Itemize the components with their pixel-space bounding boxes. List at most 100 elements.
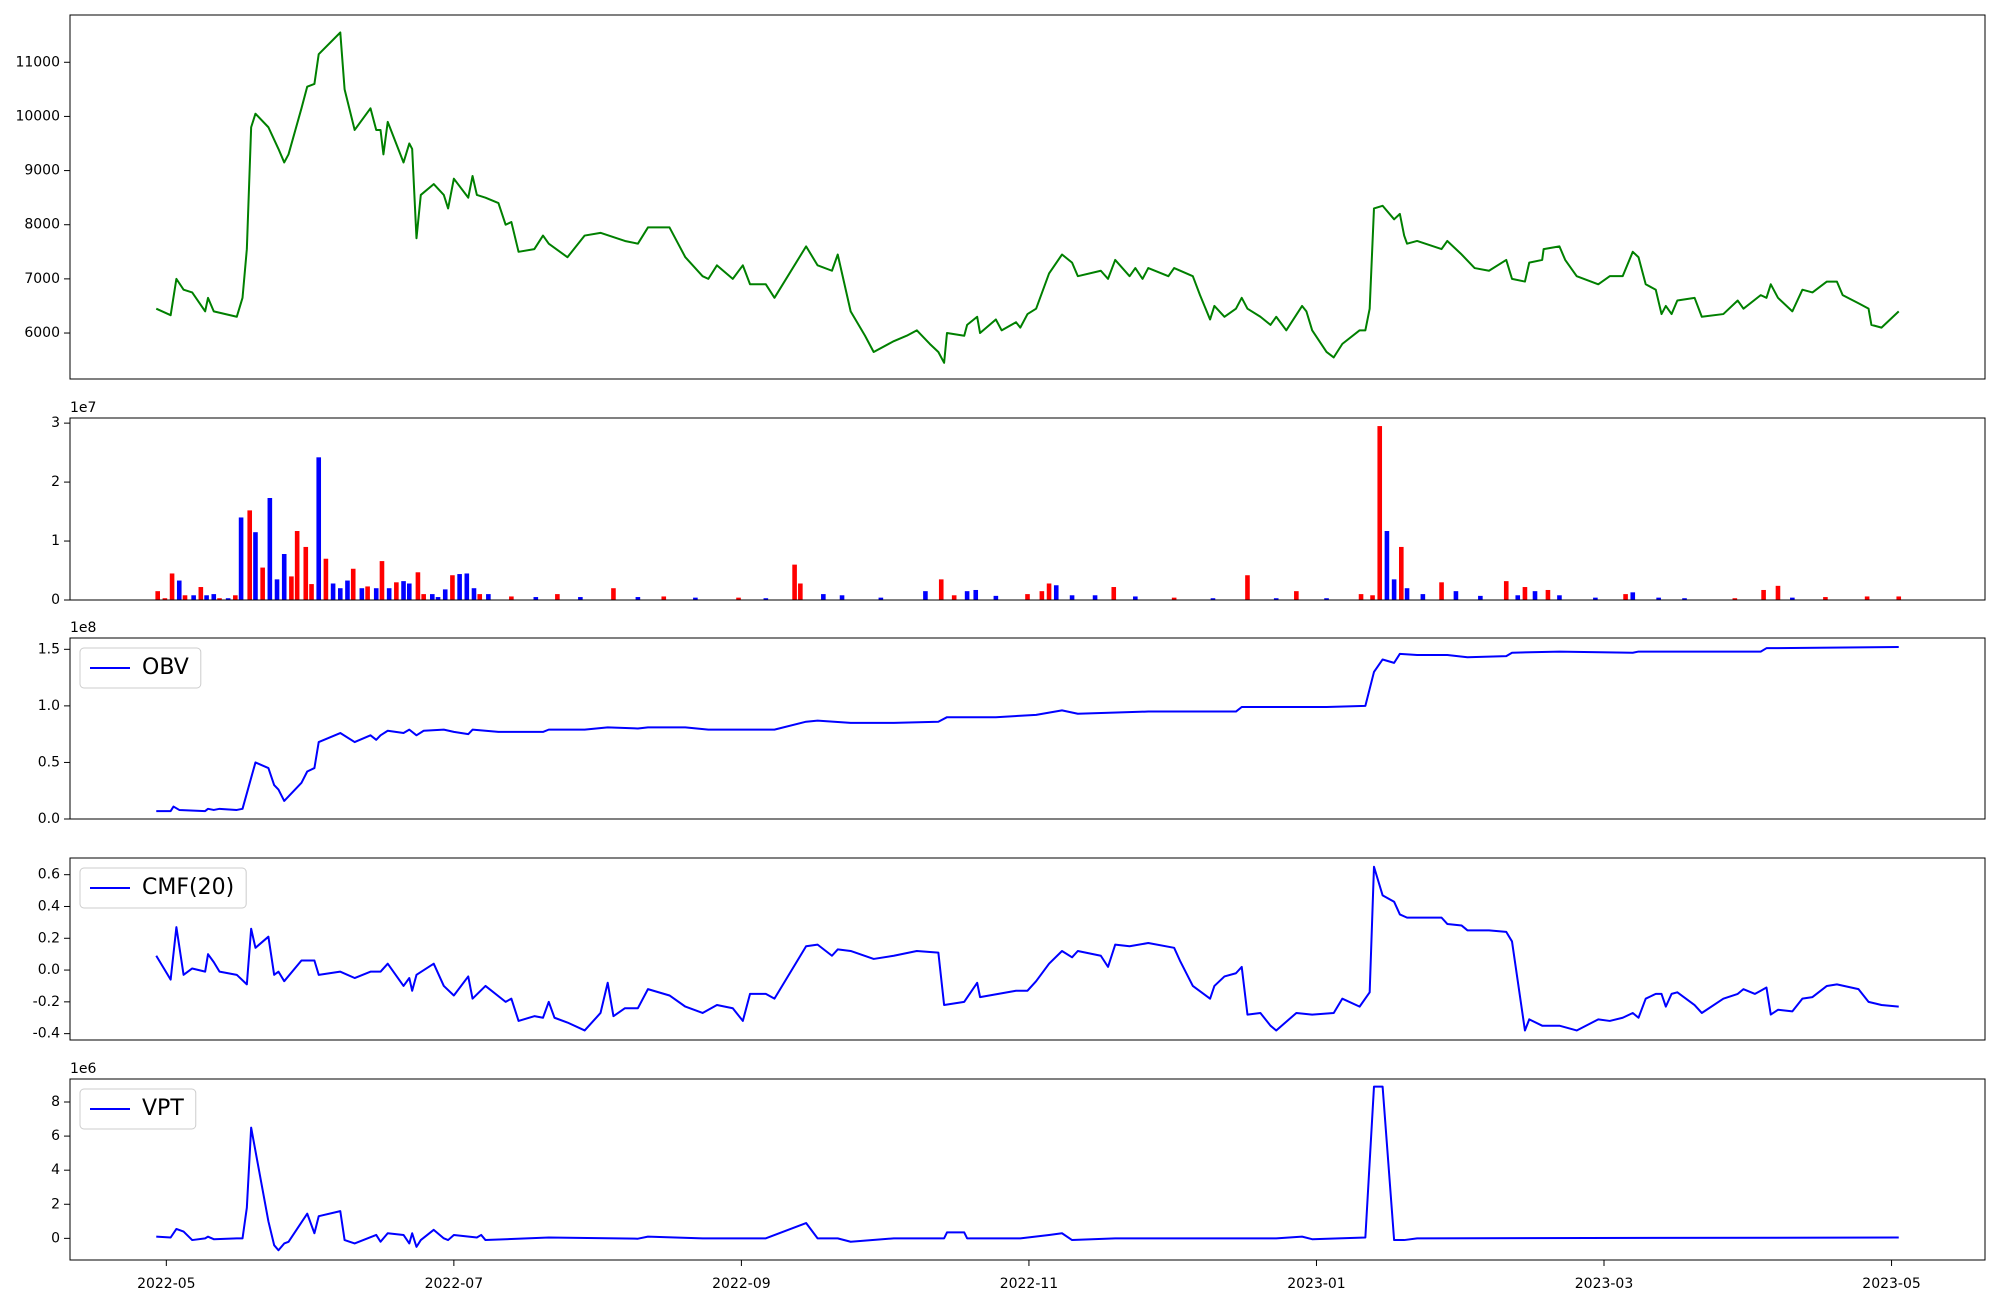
volume-bar <box>1532 591 1538 600</box>
legend-box <box>79 1088 197 1130</box>
volume-bar <box>964 591 970 600</box>
volume-bar <box>169 573 175 600</box>
volume-bar <box>162 598 168 600</box>
volume-bar <box>821 594 826 600</box>
y-tick-label: 1 <box>51 533 60 549</box>
volume-bar <box>323 558 329 600</box>
line-series <box>155 31 1900 364</box>
y-tick-label: 10000 <box>15 108 60 124</box>
volume-bar <box>1404 588 1410 600</box>
volume-bar <box>247 510 253 600</box>
volume-bar <box>337 588 343 600</box>
volume-bar <box>1453 591 1459 600</box>
volume-bar <box>1398 546 1404 600</box>
volume-bar <box>1053 585 1059 600</box>
legend: CMF(20) <box>79 867 247 909</box>
volume-bar <box>309 584 314 600</box>
volume-bar <box>316 457 322 600</box>
volume-bar <box>274 579 280 600</box>
y-tick-label: 0 <box>51 1230 60 1246</box>
volume-bar <box>1420 594 1426 600</box>
axes-frame <box>69 1078 1986 1261</box>
volume-bar <box>233 595 238 600</box>
volume-bar <box>429 594 435 600</box>
y-tick-label: -0.4 <box>33 1026 60 1042</box>
volume-bar <box>578 597 583 600</box>
volume-bar <box>464 573 470 600</box>
volume-bar <box>611 588 616 600</box>
volume-bar <box>450 575 455 600</box>
y-tick-label: 0.0 <box>38 811 60 827</box>
volume-bar <box>386 588 392 600</box>
volume-bar <box>1823 597 1828 600</box>
volume-bar <box>345 580 350 600</box>
volume-bar <box>1732 598 1738 600</box>
volume-bar <box>1391 579 1397 600</box>
volume-bar <box>1557 595 1562 600</box>
volume-bar <box>1370 595 1375 600</box>
y-tick-label: 0.0 <box>38 962 60 978</box>
y-tick-label: 0.5 <box>38 754 60 770</box>
volume-bar <box>1593 597 1598 600</box>
volume-bar <box>661 596 667 600</box>
y-tick-label: 2 <box>51 1196 60 1212</box>
volume-bar <box>359 588 365 600</box>
volume-bar <box>211 594 217 600</box>
volume-bar <box>225 598 231 600</box>
volume-bar <box>736 597 741 600</box>
y-tick-label: 8 <box>51 1094 60 1110</box>
x-tick-label: 2023-01 <box>1287 1276 1346 1292</box>
volume-bar <box>923 591 928 600</box>
legend: VPT <box>79 1088 197 1130</box>
volume-bar <box>763 598 769 600</box>
volume-bar <box>1294 591 1299 600</box>
volume-bar <box>457 574 462 600</box>
volume-bar <box>365 586 370 600</box>
y-tick-label: 9000 <box>24 163 60 179</box>
volume-bar <box>1384 531 1390 600</box>
y-tick-label: 0.2 <box>38 930 60 946</box>
offset-text: 1e8 <box>70 620 96 636</box>
volume-bar <box>1046 583 1052 600</box>
x-tick-label: 2023-03 <box>1575 1276 1634 1292</box>
x-tick-label: 2022-05 <box>137 1276 196 1292</box>
volume-bar <box>1245 575 1250 600</box>
volume-bar <box>486 594 491 600</box>
volume-bar <box>1324 598 1329 600</box>
axes-frame <box>69 14 1986 380</box>
volume-bar <box>217 598 222 600</box>
volume-bar <box>373 588 379 600</box>
axes-frame <box>69 857 1986 1041</box>
volume-bar <box>477 594 483 600</box>
y-tick-label: 11000 <box>15 54 60 70</box>
volume-bar <box>289 576 294 600</box>
offset-text: 1e6 <box>70 1061 97 1077</box>
volume-bar <box>1515 595 1521 600</box>
volume-bar <box>260 567 265 600</box>
volume-bar <box>798 583 803 600</box>
volume-bar <box>204 595 209 600</box>
volume-bar <box>1656 597 1661 600</box>
y-tick-label: 0 <box>51 592 60 608</box>
y-tick-label: 6 <box>51 1128 60 1144</box>
volume-bar <box>1210 598 1216 600</box>
volume-bar <box>1092 595 1098 600</box>
x-tick-label: 2023-05 <box>1862 1276 1921 1292</box>
volume-bar <box>555 594 560 600</box>
volume-bar <box>1111 587 1117 600</box>
volume-bar <box>379 561 385 600</box>
volume-bar <box>238 517 244 600</box>
volume-bar <box>1864 596 1870 600</box>
legend: OBV <box>79 647 202 689</box>
volume-bar <box>1439 582 1444 600</box>
volume-bar <box>471 588 477 600</box>
volume-bar <box>294 531 300 600</box>
volume-bar <box>878 597 884 600</box>
legend-label: VPT <box>142 1096 184 1121</box>
volume-bar <box>993 595 999 600</box>
y-tick-label: 0.6 <box>38 867 60 883</box>
legend-box <box>79 647 202 689</box>
volume-bar <box>1522 587 1528 600</box>
volume-bar <box>330 583 336 600</box>
